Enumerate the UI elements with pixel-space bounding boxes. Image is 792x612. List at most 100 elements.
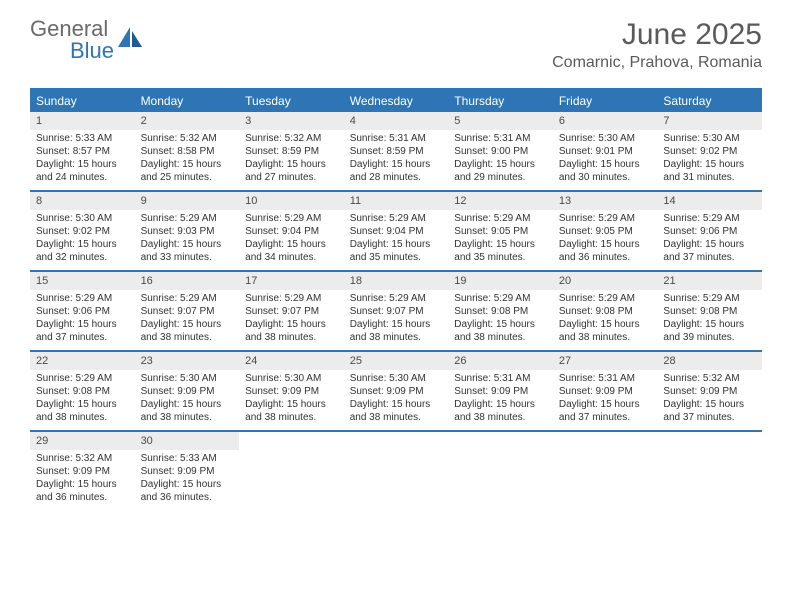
sunset-text: Sunset: 9:09 PM (663, 385, 756, 398)
day-cell: 22Sunrise: 5:29 AMSunset: 9:08 PMDayligh… (30, 352, 135, 430)
week-row: 8Sunrise: 5:30 AMSunset: 9:02 PMDaylight… (30, 192, 762, 272)
sunset-text: Sunset: 9:02 PM (663, 145, 756, 158)
day-number: 9 (135, 192, 240, 210)
day-cell: 18Sunrise: 5:29 AMSunset: 9:07 PMDayligh… (344, 272, 449, 350)
sunrise-text: Sunrise: 5:29 AM (36, 372, 129, 385)
daylight-text: and 38 minutes. (141, 411, 234, 424)
daylight-text: and 35 minutes. (350, 251, 443, 264)
day-cell: 15Sunrise: 5:29 AMSunset: 9:06 PMDayligh… (30, 272, 135, 350)
day-number: 10 (239, 192, 344, 210)
day-number: 27 (553, 352, 658, 370)
sunset-text: Sunset: 9:09 PM (141, 385, 234, 398)
daylight-text: Daylight: 15 hours (663, 318, 756, 331)
sunset-text: Sunset: 9:08 PM (36, 385, 129, 398)
day-body: Sunrise: 5:32 AMSunset: 8:58 PMDaylight:… (135, 130, 240, 184)
day-body: Sunrise: 5:29 AMSunset: 9:07 PMDaylight:… (239, 290, 344, 344)
day-number: 21 (657, 272, 762, 290)
daylight-text: Daylight: 15 hours (36, 238, 129, 251)
day-cell: 24Sunrise: 5:30 AMSunset: 9:09 PMDayligh… (239, 352, 344, 430)
daylight-text: Daylight: 15 hours (663, 158, 756, 171)
daylight-text: Daylight: 15 hours (350, 238, 443, 251)
daylight-text: Daylight: 15 hours (141, 238, 234, 251)
daylight-text: and 28 minutes. (350, 171, 443, 184)
day-body: Sunrise: 5:31 AMSunset: 9:09 PMDaylight:… (553, 370, 658, 424)
brand-logo: General Blue (30, 18, 144, 62)
day-body: Sunrise: 5:31 AMSunset: 9:09 PMDaylight:… (448, 370, 553, 424)
daylight-text: and 37 minutes. (559, 411, 652, 424)
daylight-text: and 38 minutes. (36, 411, 129, 424)
day-cell: 30Sunrise: 5:33 AMSunset: 9:09 PMDayligh… (135, 432, 240, 510)
sunset-text: Sunset: 9:05 PM (454, 225, 547, 238)
daylight-text: Daylight: 15 hours (245, 238, 338, 251)
daylight-text: and 33 minutes. (141, 251, 234, 264)
sunrise-text: Sunrise: 5:29 AM (663, 292, 756, 305)
daylight-text: and 38 minutes. (245, 411, 338, 424)
daylight-text: Daylight: 15 hours (454, 318, 547, 331)
daylight-text: Daylight: 15 hours (454, 238, 547, 251)
day-body: Sunrise: 5:29 AMSunset: 9:08 PMDaylight:… (30, 370, 135, 424)
sunrise-text: Sunrise: 5:29 AM (559, 212, 652, 225)
sunset-text: Sunset: 9:09 PM (141, 465, 234, 478)
daylight-text: Daylight: 15 hours (36, 318, 129, 331)
sunrise-text: Sunrise: 5:30 AM (350, 372, 443, 385)
day-cell: 3Sunrise: 5:32 AMSunset: 8:59 PMDaylight… (239, 112, 344, 190)
daylight-text: and 32 minutes. (36, 251, 129, 264)
day-cell: 4Sunrise: 5:31 AMSunset: 8:59 PMDaylight… (344, 112, 449, 190)
sunset-text: Sunset: 9:09 PM (454, 385, 547, 398)
daylight-text: Daylight: 15 hours (559, 318, 652, 331)
dow-row: SundayMondayTuesdayWednesdayThursdayFrid… (30, 90, 762, 112)
sunset-text: Sunset: 9:04 PM (245, 225, 338, 238)
day-cell: 21Sunrise: 5:29 AMSunset: 9:08 PMDayligh… (657, 272, 762, 350)
day-cell: 14Sunrise: 5:29 AMSunset: 9:06 PMDayligh… (657, 192, 762, 270)
sunset-text: Sunset: 9:03 PM (141, 225, 234, 238)
day-body: Sunrise: 5:29 AMSunset: 9:07 PMDaylight:… (135, 290, 240, 344)
month-title: June 2025 (552, 18, 762, 52)
daylight-text: Daylight: 15 hours (36, 398, 129, 411)
sunrise-text: Sunrise: 5:29 AM (36, 292, 129, 305)
day-body: Sunrise: 5:30 AMSunset: 9:09 PMDaylight:… (344, 370, 449, 424)
sunset-text: Sunset: 9:08 PM (559, 305, 652, 318)
day-body: Sunrise: 5:29 AMSunset: 9:07 PMDaylight:… (344, 290, 449, 344)
day-number: 14 (657, 192, 762, 210)
day-cell: . (344, 432, 449, 510)
sunrise-text: Sunrise: 5:29 AM (245, 292, 338, 305)
daylight-text: and 37 minutes. (663, 411, 756, 424)
sunrise-text: Sunrise: 5:31 AM (350, 132, 443, 145)
day-cell: 26Sunrise: 5:31 AMSunset: 9:09 PMDayligh… (448, 352, 553, 430)
day-cell: 17Sunrise: 5:29 AMSunset: 9:07 PMDayligh… (239, 272, 344, 350)
day-number: 15 (30, 272, 135, 290)
dow-cell: Monday (135, 90, 240, 112)
day-body: Sunrise: 5:33 AMSunset: 8:57 PMDaylight:… (30, 130, 135, 184)
daylight-text: Daylight: 15 hours (245, 318, 338, 331)
day-cell: 2Sunrise: 5:32 AMSunset: 8:58 PMDaylight… (135, 112, 240, 190)
sunrise-text: Sunrise: 5:29 AM (350, 212, 443, 225)
sunset-text: Sunset: 8:59 PM (350, 145, 443, 158)
dow-cell: Wednesday (344, 90, 449, 112)
calendar: SundayMondayTuesdayWednesdayThursdayFrid… (30, 88, 762, 510)
day-cell: 11Sunrise: 5:29 AMSunset: 9:04 PMDayligh… (344, 192, 449, 270)
sunrise-text: Sunrise: 5:31 AM (559, 372, 652, 385)
day-number: 8 (30, 192, 135, 210)
daylight-text: and 38 minutes. (141, 331, 234, 344)
day-body: Sunrise: 5:30 AMSunset: 9:02 PMDaylight:… (657, 130, 762, 184)
day-number: 29 (30, 432, 135, 450)
day-body: Sunrise: 5:32 AMSunset: 8:59 PMDaylight:… (239, 130, 344, 184)
sunset-text: Sunset: 9:09 PM (245, 385, 338, 398)
sunrise-text: Sunrise: 5:29 AM (141, 292, 234, 305)
day-cell: 13Sunrise: 5:29 AMSunset: 9:05 PMDayligh… (553, 192, 658, 270)
daylight-text: and 38 minutes. (454, 331, 547, 344)
day-body: Sunrise: 5:29 AMSunset: 9:08 PMDaylight:… (448, 290, 553, 344)
day-cell: 27Sunrise: 5:31 AMSunset: 9:09 PMDayligh… (553, 352, 658, 430)
sunset-text: Sunset: 9:01 PM (559, 145, 652, 158)
logo-sail-icon (118, 27, 144, 53)
week-row: 15Sunrise: 5:29 AMSunset: 9:06 PMDayligh… (30, 272, 762, 352)
day-body: Sunrise: 5:29 AMSunset: 9:06 PMDaylight:… (657, 210, 762, 264)
day-cell: 19Sunrise: 5:29 AMSunset: 9:08 PMDayligh… (448, 272, 553, 350)
sunset-text: Sunset: 9:06 PM (663, 225, 756, 238)
dow-cell: Thursday (448, 90, 553, 112)
day-cell: 23Sunrise: 5:30 AMSunset: 9:09 PMDayligh… (135, 352, 240, 430)
daylight-text: Daylight: 15 hours (663, 238, 756, 251)
daylight-text: Daylight: 15 hours (141, 478, 234, 491)
day-cell: . (448, 432, 553, 510)
sunset-text: Sunset: 9:08 PM (454, 305, 547, 318)
